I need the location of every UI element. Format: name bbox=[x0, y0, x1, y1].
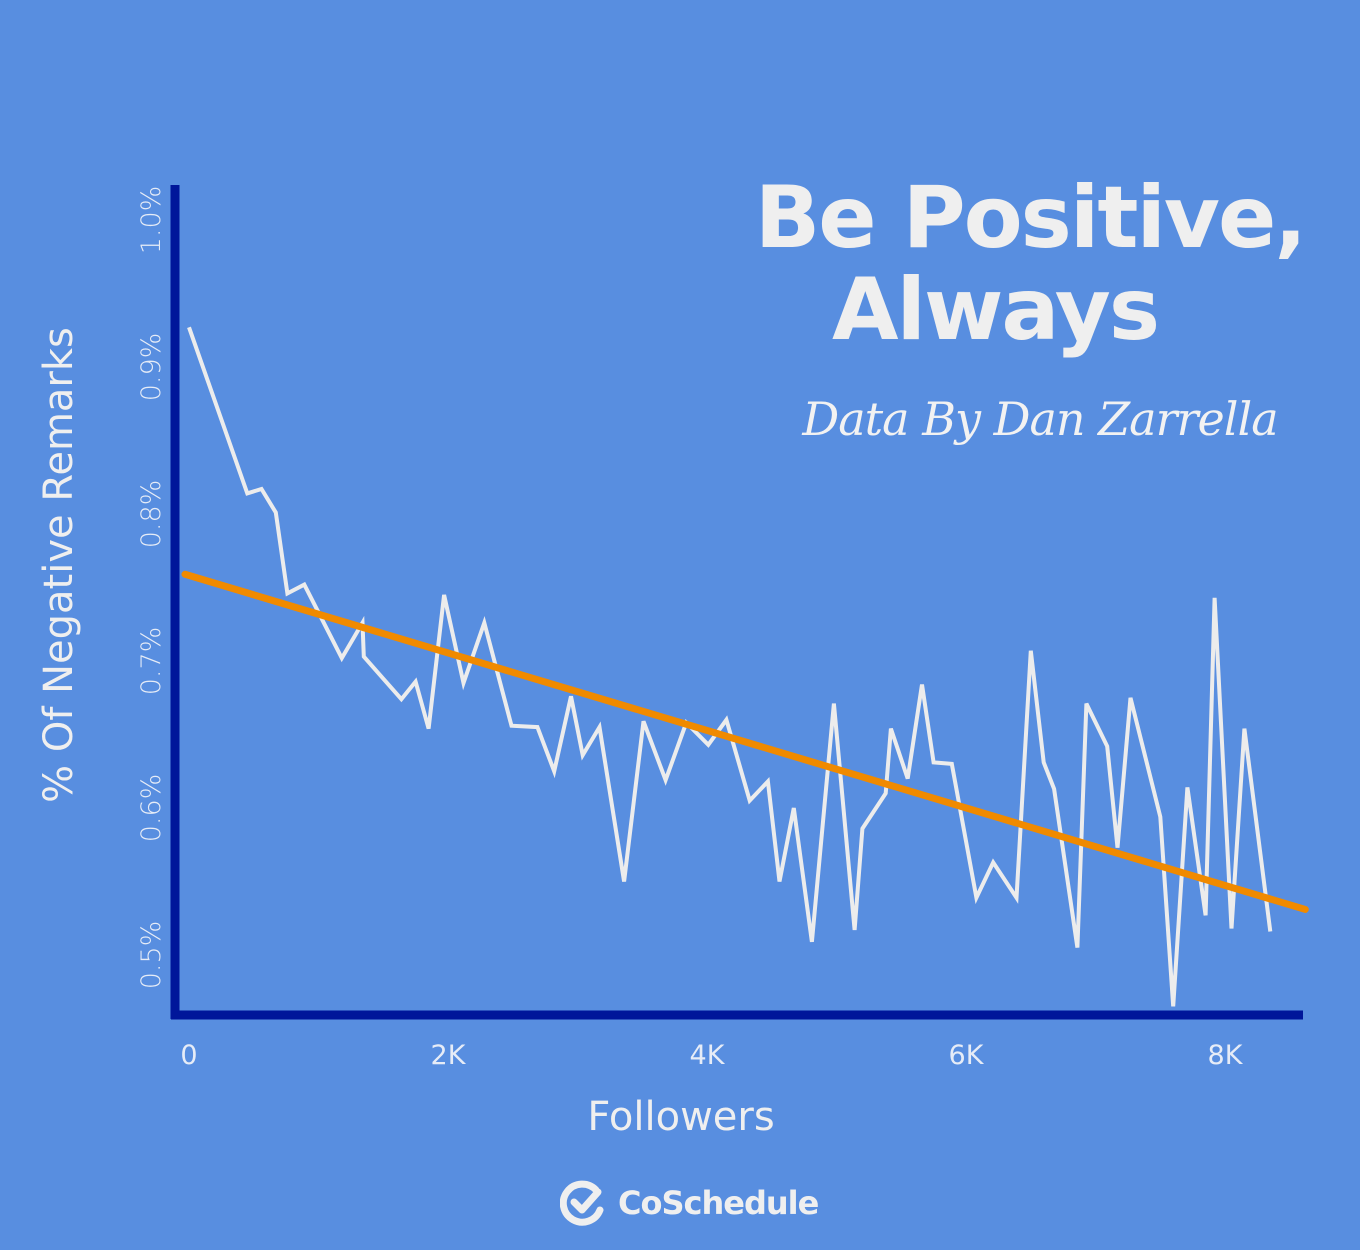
chart-title: Be Positive, Always bbox=[605, 168, 1307, 360]
coschedule-check-icon bbox=[560, 1180, 604, 1226]
brand-logo: CoSchedule bbox=[560, 1180, 819, 1226]
trend-line bbox=[181, 570, 1309, 913]
y-tick-label: 1.0% bbox=[136, 186, 167, 255]
y-tick-label: 0.7% bbox=[136, 627, 167, 696]
series-line-negative-remarks bbox=[187, 326, 1273, 1007]
x-tick-label: 0 bbox=[180, 1040, 197, 1071]
x-tick-label: 8K bbox=[1208, 1040, 1244, 1071]
x-tick-label: 4K bbox=[690, 1040, 726, 1071]
chart-subtitle: Data By Dan Zarrella bbox=[802, 392, 1278, 446]
y-axis-label: % Of Negative Remarks bbox=[36, 327, 82, 803]
x-tick-label: 6K bbox=[949, 1040, 985, 1071]
title-line-1: Be Positive, bbox=[754, 168, 1307, 268]
y-tick-label: 0.9% bbox=[136, 333, 167, 402]
title-line-2: Always bbox=[831, 260, 1160, 360]
y-tick-label: 0.6% bbox=[136, 774, 167, 843]
y-tick-label: 0.8% bbox=[136, 480, 167, 549]
brand-name: CoSchedule bbox=[618, 1184, 819, 1222]
x-axis-label: Followers bbox=[587, 1094, 774, 1140]
x-tick-label: 2K bbox=[431, 1040, 467, 1071]
y-tick-label: 0.5% bbox=[136, 921, 167, 990]
